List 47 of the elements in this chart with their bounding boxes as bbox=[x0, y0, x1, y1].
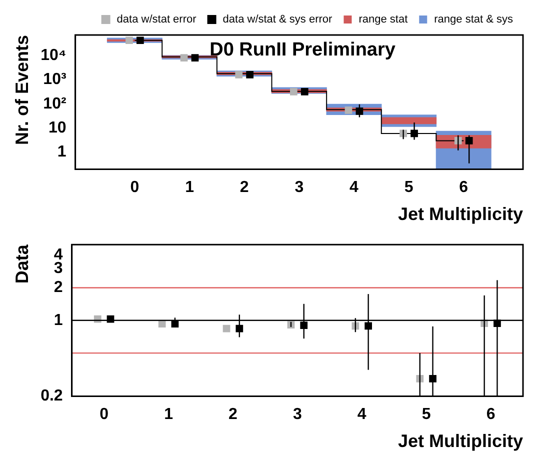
x-tick-label: 2 bbox=[240, 179, 249, 196]
y-tick-label: 10 bbox=[48, 119, 66, 136]
x-tick-label: 5 bbox=[404, 179, 414, 196]
x-tick-label: 1 bbox=[164, 406, 174, 424]
x-tick-label: 4 bbox=[357, 406, 366, 424]
y-tick-label: 2 bbox=[54, 279, 63, 296]
point bbox=[246, 71, 254, 78]
x-tick-label: 3 bbox=[292, 406, 302, 424]
x-axis-title: Jet Multiplicity bbox=[398, 204, 523, 224]
point bbox=[344, 106, 352, 114]
point bbox=[236, 324, 244, 332]
y-tick-label: 0.2 bbox=[40, 388, 63, 405]
legend-label: range stat bbox=[358, 14, 408, 26]
y-axis-title: Data bbox=[12, 244, 32, 284]
legend-label: range stat & sys bbox=[434, 14, 514, 26]
x-tick-label: 4 bbox=[350, 179, 359, 196]
y-tick-label: 10⁴ bbox=[40, 46, 66, 64]
x-tick-label: 1 bbox=[185, 179, 194, 196]
point bbox=[126, 36, 133, 44]
point bbox=[235, 71, 243, 78]
y-tick-label: 10³ bbox=[43, 71, 66, 88]
y-tick-label: 10² bbox=[43, 95, 66, 112]
x-tick-label: 0 bbox=[130, 179, 140, 196]
x-tick-label: 2 bbox=[228, 406, 238, 424]
point bbox=[465, 137, 473, 144]
point bbox=[180, 54, 188, 62]
legend-label: data w/stat & sys error bbox=[222, 14, 333, 26]
x-tick-label: 6 bbox=[486, 406, 496, 424]
bar bbox=[381, 117, 437, 124]
point bbox=[158, 320, 166, 328]
x-tick-label: 5 bbox=[422, 406, 431, 424]
point bbox=[222, 324, 230, 332]
point bbox=[290, 88, 298, 96]
x-tick-label: 0 bbox=[100, 406, 109, 424]
y-axis-title: Nr. of Events bbox=[12, 35, 32, 146]
x-axis-title: Jet Multiplicity bbox=[398, 431, 523, 452]
annotation: D0 RunII Preliminary bbox=[210, 40, 396, 61]
y-tick-label: 3 bbox=[54, 260, 63, 278]
point bbox=[300, 88, 308, 96]
y-tick-label: 1 bbox=[54, 312, 63, 329]
y-tick-label: 1 bbox=[57, 144, 66, 161]
point bbox=[136, 36, 144, 44]
x-tick-label: 3 bbox=[294, 179, 304, 196]
legend-label: data w/stat error bbox=[116, 14, 197, 26]
x-tick-label: 6 bbox=[459, 179, 468, 196]
point bbox=[300, 322, 308, 330]
point bbox=[191, 54, 199, 62]
